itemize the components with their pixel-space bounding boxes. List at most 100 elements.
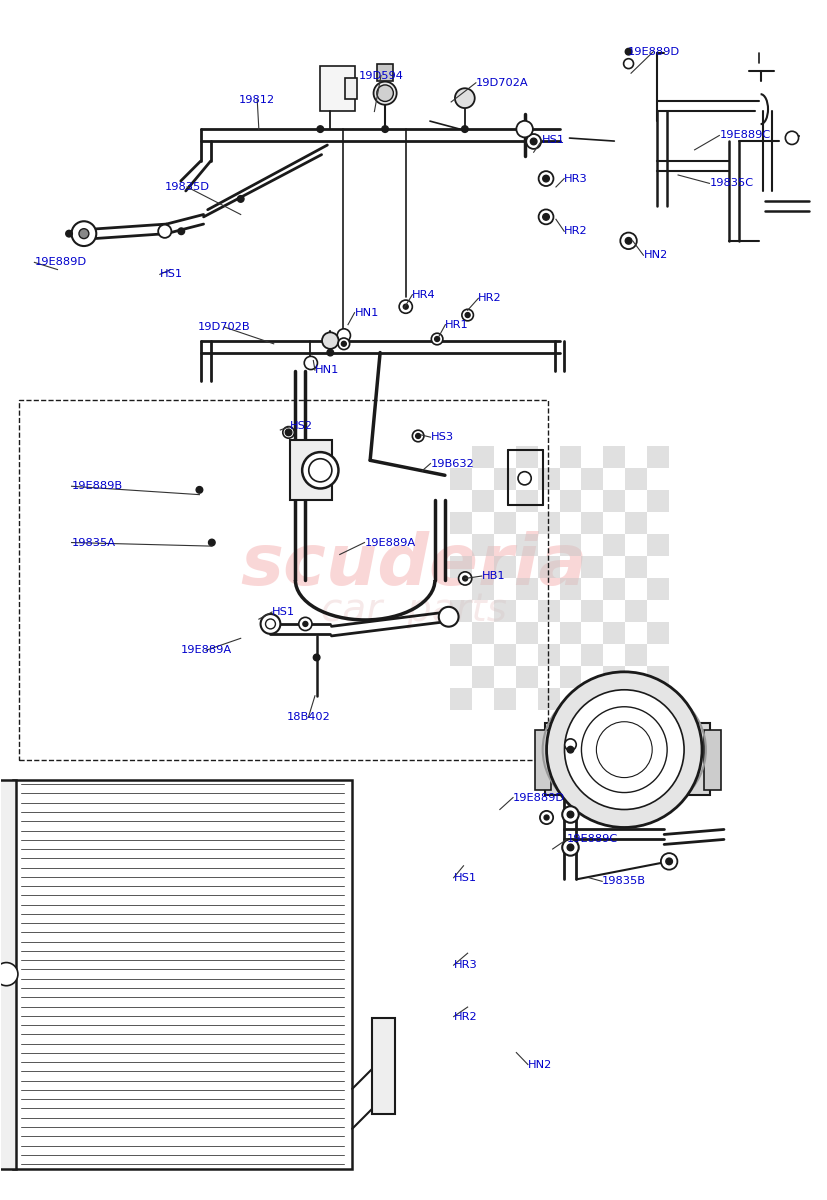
Bar [647,578,668,600]
Text: HS2: HS2 [290,421,313,432]
Text: 19E889A: 19E889A [364,538,415,547]
Bar [647,534,668,556]
Bar [290,440,332,500]
Bar [537,468,559,491]
Text: HN2: HN2 [528,1060,552,1069]
Text: 19E889A: 19E889A [180,646,232,655]
Text: car  parts: car parts [321,590,506,629]
Bar [320,66,355,112]
Circle shape [538,172,552,186]
Circle shape [431,334,442,344]
Circle shape [461,126,467,132]
Circle shape [543,815,548,820]
Circle shape [566,746,573,752]
Bar [581,468,603,491]
Text: 18B402: 18B402 [286,713,330,722]
Text: 19E889D: 19E889D [513,792,565,803]
Circle shape [438,607,458,626]
Text: HS1: HS1 [453,872,476,883]
Bar [449,556,471,578]
Circle shape [564,739,576,750]
Text: HS1: HS1 [272,607,295,617]
Circle shape [461,310,473,320]
Bar [703,730,719,790]
Circle shape [624,48,631,55]
Bar [13,780,351,1169]
Circle shape [539,811,552,824]
Bar [647,666,668,688]
Circle shape [313,654,319,661]
Bar [0,780,17,1169]
Circle shape [564,690,683,810]
Text: 19E889D: 19E889D [35,257,86,268]
Bar [471,534,493,556]
Bar [19,401,547,760]
Bar [376,65,392,82]
Circle shape [538,210,552,224]
Bar [559,578,581,600]
Circle shape [265,619,275,629]
Bar [515,534,537,556]
Circle shape [566,811,573,818]
Bar [624,512,647,534]
Circle shape [562,806,578,823]
Bar [449,512,471,534]
Text: HR4: HR4 [412,289,436,300]
Bar [603,446,624,468]
Circle shape [660,853,676,870]
Circle shape [458,572,471,586]
Circle shape [237,196,244,203]
Circle shape [302,452,338,488]
Text: scuderia: scuderia [240,530,587,600]
Text: 19E889C: 19E889C [719,131,770,140]
Circle shape [530,138,537,145]
Circle shape [465,312,470,318]
Bar [559,491,581,512]
Circle shape [595,721,652,778]
Circle shape [434,336,439,342]
Text: HS1: HS1 [160,269,183,280]
Text: HR1: HR1 [445,319,469,330]
Bar [493,556,515,578]
Circle shape [623,59,633,68]
Circle shape [304,356,317,370]
Bar [534,730,551,790]
Bar [581,688,603,709]
Bar [537,556,559,578]
Circle shape [566,844,573,851]
Text: 19D702B: 19D702B [198,322,251,332]
Text: HB1: HB1 [481,571,504,581]
Text: 19E889C: 19E889C [566,834,617,845]
Bar [471,578,493,600]
Text: HR3: HR3 [563,174,587,184]
Bar [345,78,357,100]
Circle shape [665,858,672,865]
Bar [515,446,537,468]
Bar [449,644,471,666]
Bar [515,666,537,688]
Bar [624,600,647,622]
Circle shape [462,576,467,581]
Bar [581,556,603,578]
Circle shape [299,617,312,630]
Circle shape [526,134,540,149]
Bar [581,512,603,534]
Circle shape [337,329,350,342]
Bar [581,644,603,666]
Bar [603,622,624,644]
Bar [647,622,668,644]
Text: HR3: HR3 [453,960,477,970]
Bar [581,600,603,622]
Text: HR2: HR2 [563,227,587,236]
Circle shape [516,121,533,137]
Bar [603,491,624,512]
Bar [647,491,668,512]
Bar [471,491,493,512]
Circle shape [322,332,338,349]
Circle shape [415,433,420,438]
Circle shape [562,839,578,856]
Circle shape [208,539,215,546]
Text: 19835D: 19835D [165,182,209,192]
Text: 19B632: 19B632 [430,458,474,468]
Bar [537,644,559,666]
